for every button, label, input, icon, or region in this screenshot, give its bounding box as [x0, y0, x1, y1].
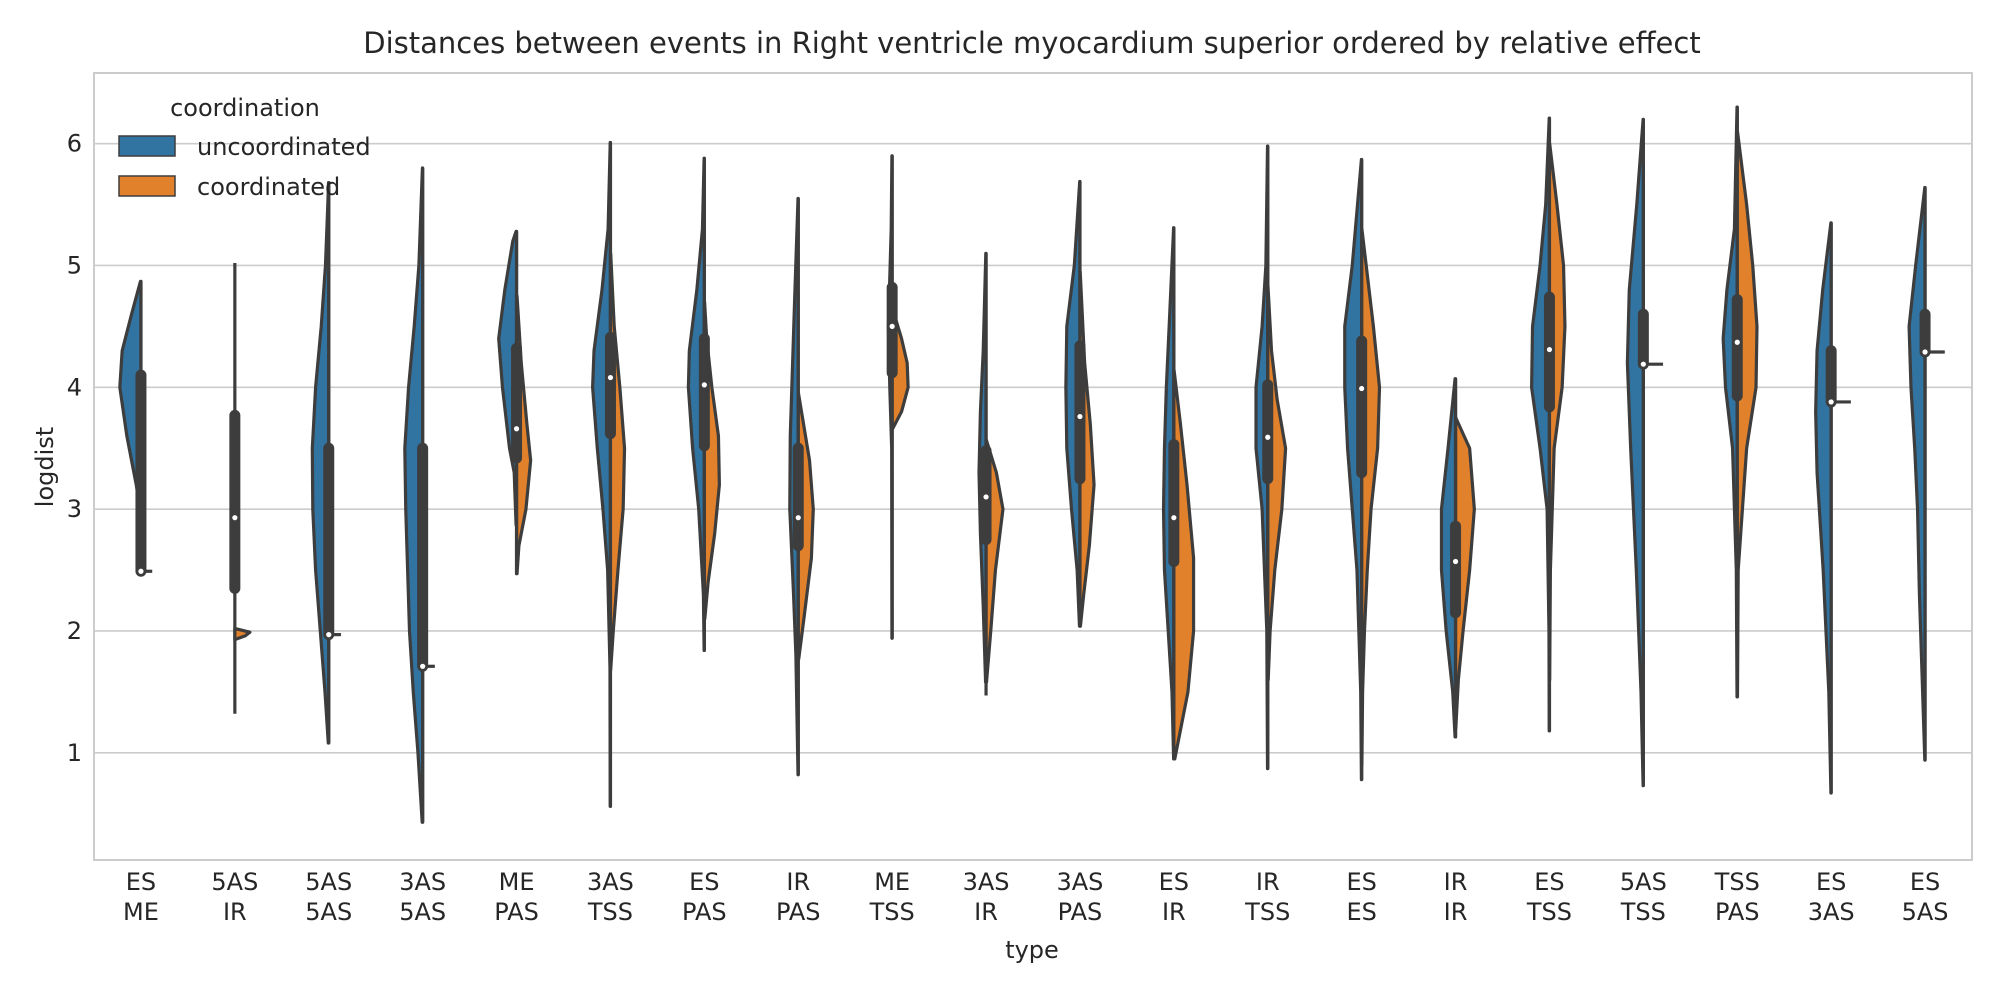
- x-axis-label: type: [1005, 936, 1059, 964]
- x-tick-label-top: 3AS: [1056, 868, 1103, 896]
- x-tick-label-top: TSS: [1714, 868, 1760, 896]
- x-tick-label-bottom: 5AS: [305, 898, 352, 926]
- x-tick-label-bottom: PAS: [494, 898, 539, 926]
- violin-uncoordinated: [1530, 116, 1552, 733]
- x-tick-label-bottom: 5AS: [399, 898, 446, 926]
- legend-title: coordination: [170, 94, 320, 122]
- violin-coordinated: [233, 626, 252, 642]
- x-tick-label-top: IR: [1444, 868, 1468, 896]
- x-tick-label-bottom: 5AS: [1902, 898, 1949, 926]
- median-dot: [420, 663, 426, 669]
- legend-label-coordinated: coordinated: [197, 173, 340, 201]
- x-tick-label-bottom: PAS: [682, 898, 727, 926]
- median-dot: [513, 426, 520, 432]
- median-dot: [1077, 413, 1083, 420]
- y-tick-label: 3: [67, 495, 82, 523]
- median-dot: [1265, 434, 1271, 440]
- violin-uncoordinated: [591, 140, 613, 808]
- x-tick-label-bottom: PAS: [1715, 898, 1760, 926]
- x-tick-label-top: 3AS: [587, 868, 634, 896]
- median-dot: [1452, 558, 1459, 565]
- y-tick-label: 5: [67, 251, 82, 279]
- median-dot: [1640, 361, 1646, 367]
- y-tick-label: 4: [67, 373, 82, 401]
- violin-uncoordinated: [1439, 377, 1458, 739]
- x-tick-label-top: 5AS: [305, 868, 352, 896]
- x-tick-label-bottom: ES: [1346, 898, 1376, 926]
- x-tick-label-bottom: PAS: [776, 898, 821, 926]
- x-tick-label-top: ES: [1910, 868, 1940, 896]
- y-axis-label: logdist: [31, 427, 59, 507]
- x-tick-label-top: IR: [1256, 868, 1280, 896]
- violin-coordinated: [1735, 129, 1759, 699]
- x-tick-label-top: IR: [786, 868, 810, 896]
- y-tick-labels: 1 2 3 4 5 6: [67, 130, 82, 767]
- x-tick-label-bottom: IR: [223, 898, 247, 926]
- median-dot: [607, 374, 614, 381]
- x-tick-label-top: ES: [126, 868, 156, 896]
- x-tick-label-bottom: IR: [1162, 898, 1186, 926]
- median-dot: [1734, 339, 1740, 345]
- x-tick-label-top: ES: [1816, 868, 1846, 896]
- median-dot: [701, 382, 707, 388]
- x-tick-label-bottom: TSS: [869, 898, 915, 926]
- median-dot: [983, 494, 989, 500]
- legend: coordination uncoordinated coordinated: [118, 94, 371, 201]
- median-dot: [1359, 385, 1365, 392]
- x-tick-label-bottom: TSS: [1620, 898, 1666, 926]
- median-dot: [232, 515, 238, 521]
- median-dot: [1828, 399, 1834, 405]
- x-tick-label-bottom: PAS: [1058, 898, 1103, 926]
- x-tick-label-bottom: TSS: [587, 898, 633, 926]
- median-dot: [138, 568, 144, 574]
- x-tick-label-top: ES: [689, 868, 719, 896]
- x-tick-label-bottom: 3AS: [1808, 898, 1855, 926]
- plot-frame: [93, 72, 1973, 861]
- x-tick-label-bottom: ME: [123, 898, 159, 926]
- y-tick-label: 1: [67, 739, 82, 767]
- legend-swatch-coordinated: [118, 175, 176, 197]
- violin-uncoordinated: [1907, 185, 1927, 762]
- violin-coordinated: [608, 251, 627, 672]
- x-tick-labels: ESME5ASIR5AS5AS3AS5ASMEPAS3ASTSSESPASIRP…: [123, 868, 1948, 926]
- violins: [118, 105, 1945, 824]
- violin-uncoordinated: [1814, 221, 1833, 795]
- y-tick-label: 6: [67, 130, 82, 158]
- median-dot: [1171, 515, 1177, 521]
- x-tick-label-top: ME: [499, 868, 535, 896]
- violin-uncoordinated: [1721, 105, 1739, 699]
- legend-swatch-uncoordinated: [118, 135, 176, 157]
- median-dot: [795, 515, 801, 521]
- x-tick-label-top: 3AS: [399, 868, 446, 896]
- violin-coordinated: [1360, 227, 1382, 767]
- median-dot: [1922, 349, 1928, 355]
- median-dot: [889, 323, 895, 329]
- median-dot: [1546, 346, 1553, 353]
- x-tick-label-bottom: IR: [1444, 898, 1468, 926]
- x-tick-label-bottom: IR: [974, 898, 998, 926]
- x-tick-label-top: ME: [874, 868, 910, 896]
- x-tick-label-bottom: TSS: [1244, 898, 1290, 926]
- legend-label-uncoordinated: uncoordinated: [197, 133, 371, 161]
- x-tick-label-top: ES: [1534, 868, 1564, 896]
- median-dot: [326, 632, 332, 638]
- x-tick-label-top: 5AS: [1620, 868, 1667, 896]
- grid-lines: [94, 142, 1972, 754]
- y-tick-label: 2: [67, 617, 82, 645]
- x-tick-label-top: 3AS: [963, 868, 1010, 896]
- x-tick-label-top: ES: [1346, 868, 1376, 896]
- chart-title: Distances between events in Right ventri…: [363, 26, 1700, 60]
- x-tick-label-top: 5AS: [211, 868, 258, 896]
- violin-uncoordinated: [1625, 117, 1645, 788]
- x-tick-label-bottom: TSS: [1526, 898, 1572, 926]
- x-tick-label-top: ES: [1159, 868, 1189, 896]
